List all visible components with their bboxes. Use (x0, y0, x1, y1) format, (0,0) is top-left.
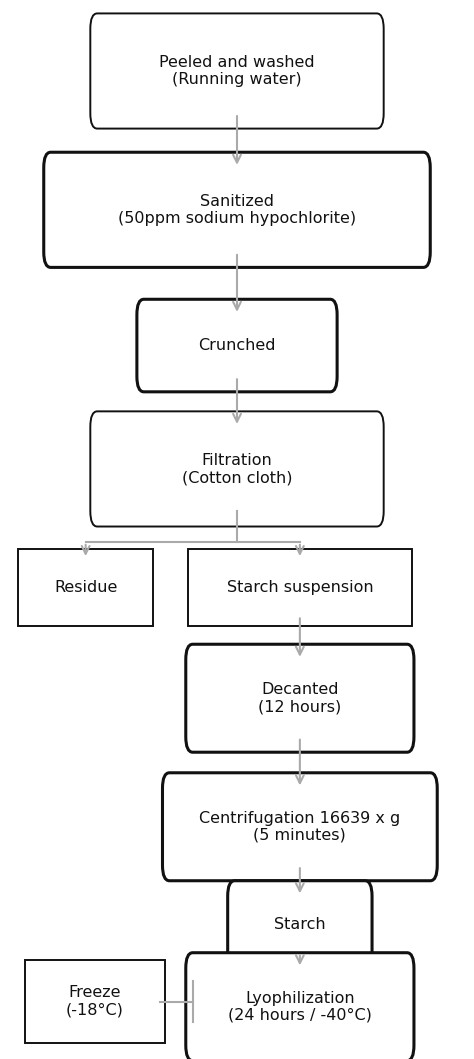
Text: Peeled and washed
(Running water): Peeled and washed (Running water) (159, 55, 315, 87)
Text: Residue: Residue (54, 579, 118, 595)
FancyBboxPatch shape (18, 549, 153, 626)
FancyBboxPatch shape (44, 152, 430, 267)
FancyBboxPatch shape (91, 14, 383, 128)
FancyBboxPatch shape (186, 953, 414, 1059)
Text: Starch: Starch (274, 917, 326, 932)
FancyBboxPatch shape (91, 411, 383, 526)
FancyBboxPatch shape (25, 961, 165, 1043)
FancyBboxPatch shape (188, 549, 411, 626)
Text: Filtration
(Cotton cloth): Filtration (Cotton cloth) (182, 453, 292, 485)
FancyBboxPatch shape (228, 881, 372, 968)
Text: Sanitized
(50ppm sodium hypochlorite): Sanitized (50ppm sodium hypochlorite) (118, 194, 356, 226)
FancyBboxPatch shape (186, 644, 414, 752)
Text: Starch suspension: Starch suspension (227, 579, 373, 595)
Text: Freeze
(-18°C): Freeze (-18°C) (66, 985, 124, 1018)
Text: Crunched: Crunched (198, 338, 276, 353)
Text: Lyophilization
(24 hours / -40°C): Lyophilization (24 hours / -40°C) (228, 990, 372, 1023)
FancyBboxPatch shape (137, 300, 337, 392)
FancyBboxPatch shape (163, 773, 437, 881)
Text: Centrifugation 16639 x g
(5 minutes): Centrifugation 16639 x g (5 minutes) (199, 810, 401, 843)
Text: Decanted
(12 hours): Decanted (12 hours) (258, 682, 341, 715)
